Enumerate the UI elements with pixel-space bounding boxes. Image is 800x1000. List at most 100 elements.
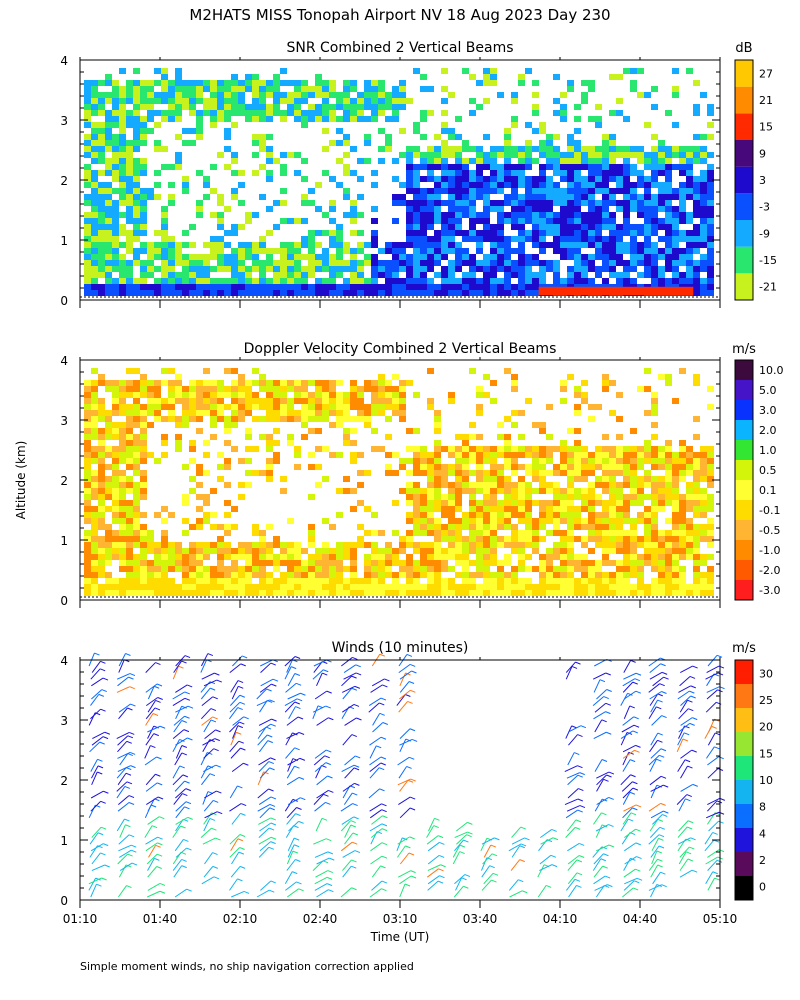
data-cell <box>546 158 553 164</box>
data-cell <box>224 530 231 536</box>
data-cell <box>567 278 574 284</box>
data-cell <box>504 446 511 452</box>
data-cell <box>581 254 588 260</box>
wind-barb <box>342 734 353 746</box>
data-cell <box>91 188 98 194</box>
data-cell <box>693 158 700 164</box>
data-cell <box>231 98 238 104</box>
data-cell <box>525 182 532 188</box>
data-cell <box>525 542 532 548</box>
data-cell <box>336 104 343 110</box>
data-cell <box>336 128 343 134</box>
wind-barb <box>260 880 272 891</box>
data-cell <box>616 206 623 212</box>
data-cell <box>273 584 280 590</box>
data-cell <box>371 260 378 266</box>
wind-barb-flag <box>327 851 334 855</box>
wind-barb <box>229 878 238 891</box>
data-cell <box>700 158 707 164</box>
data-cell <box>189 542 196 548</box>
data-cell <box>525 266 532 272</box>
data-cell <box>371 428 378 434</box>
data-cell <box>371 542 378 548</box>
data-cell <box>511 590 518 596</box>
data-cell <box>385 98 392 104</box>
data-cell <box>616 512 623 518</box>
data-cell <box>567 482 574 488</box>
data-cell <box>350 458 357 464</box>
data-cell <box>581 152 588 158</box>
data-cell <box>91 404 98 410</box>
data-cell <box>413 458 420 464</box>
data-cell <box>245 386 252 392</box>
wind-barb-flag <box>352 803 358 807</box>
data-cell <box>469 176 476 182</box>
data-cell <box>385 146 392 152</box>
data-cell <box>504 194 511 200</box>
colorbar-segment <box>735 420 753 440</box>
wind-barb <box>341 675 352 687</box>
data-cell <box>161 230 168 236</box>
wind-barb-flag <box>209 687 216 691</box>
data-cell <box>287 278 294 284</box>
data-cell <box>399 152 406 158</box>
data-cell <box>651 278 658 284</box>
data-cell <box>672 584 679 590</box>
data-cell <box>462 590 469 596</box>
data-cell <box>231 392 238 398</box>
data-cell <box>112 548 119 554</box>
data-cell <box>98 572 105 578</box>
data-cell <box>126 404 133 410</box>
data-cell <box>497 560 504 566</box>
data-cell <box>98 290 105 296</box>
data-cell <box>518 212 525 218</box>
data-cell <box>693 188 700 194</box>
data-cell <box>280 404 287 410</box>
data-cell <box>532 218 539 224</box>
data-cell <box>210 488 217 494</box>
data-cell <box>294 560 301 566</box>
data-cell <box>343 584 350 590</box>
data-cell <box>252 380 259 386</box>
data-cell <box>588 266 595 272</box>
data-cell <box>119 260 126 266</box>
wind-barb <box>88 877 102 885</box>
data-cell <box>357 482 364 488</box>
data-cell <box>476 290 483 296</box>
data-cell <box>154 80 161 86</box>
data-cell <box>252 140 259 146</box>
data-cell <box>147 542 154 548</box>
data-cell <box>623 200 630 206</box>
data-cell <box>84 140 91 146</box>
wind-barb-flag <box>351 859 357 863</box>
wind-barb <box>172 729 185 739</box>
data-cell <box>112 146 119 152</box>
data-cell <box>511 116 518 122</box>
data-cell <box>308 392 315 398</box>
data-cell <box>217 278 224 284</box>
data-cell <box>98 506 105 512</box>
data-cell <box>161 248 168 254</box>
data-cell <box>462 212 469 218</box>
data-cell <box>98 464 105 470</box>
data-cell <box>364 542 371 548</box>
data-cell <box>651 392 658 398</box>
data-cell <box>553 566 560 572</box>
data-cell <box>252 104 259 110</box>
data-cell <box>350 110 357 116</box>
wind-barb-flag <box>240 812 246 816</box>
data-cell <box>182 584 189 590</box>
data-cell <box>315 560 322 566</box>
data-cell <box>168 512 175 518</box>
data-cell <box>553 470 560 476</box>
data-cell <box>336 398 343 404</box>
data-cell <box>147 404 154 410</box>
wind-barb <box>91 660 101 673</box>
data-cell <box>413 200 420 206</box>
data-cell <box>567 542 574 548</box>
data-cell <box>357 590 364 596</box>
data-cell <box>133 116 140 122</box>
data-cell <box>273 536 280 542</box>
wind-barb <box>144 825 153 838</box>
data-cell <box>133 506 140 512</box>
